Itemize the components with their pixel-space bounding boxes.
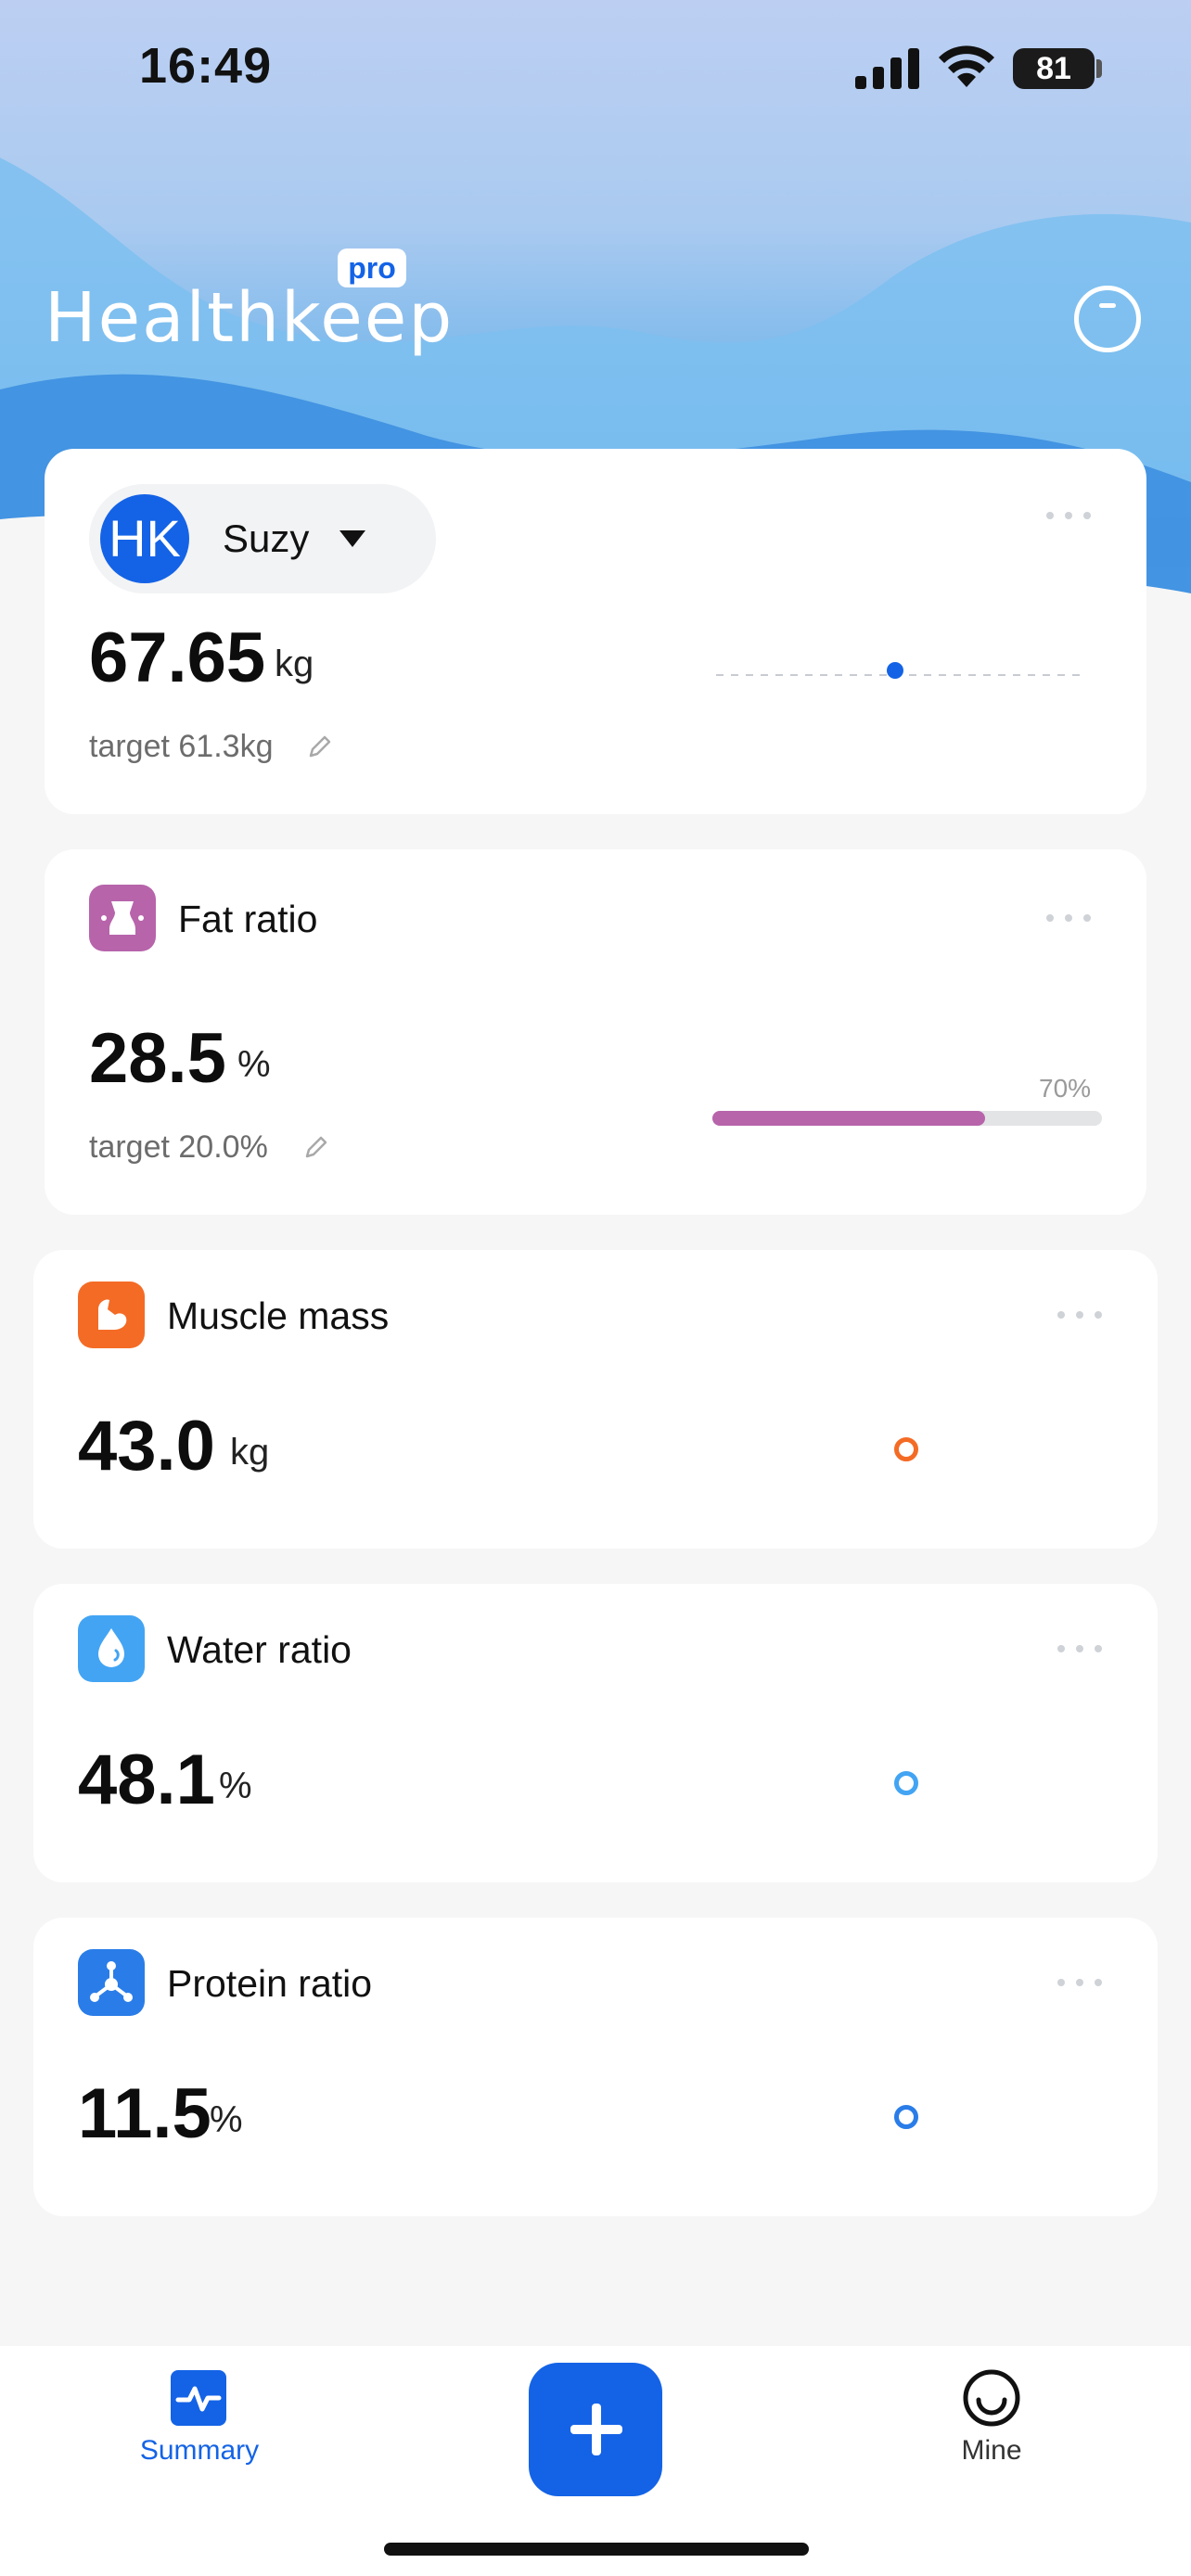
fat-ratio-card[interactable]: Fat ratio 28.5 % target 20.0% 70% xyxy=(45,849,1146,1215)
protein-ratio-title: Protein ratio xyxy=(167,1962,373,2005)
battery-icon: 81 xyxy=(1013,48,1095,89)
water-ratio-unit: % xyxy=(219,1766,252,1806)
muscle-arm-icon xyxy=(78,1282,145,1348)
profile-icon xyxy=(1099,303,1116,308)
more-options-icon[interactable] xyxy=(1057,1977,1102,1988)
water-ratio-title: Water ratio xyxy=(167,1628,352,1671)
profile-button[interactable] xyxy=(1074,286,1141,352)
muscle-mass-trend-point xyxy=(894,1437,918,1461)
fat-ratio-target: target 20.0% xyxy=(89,1129,268,1165)
pro-badge: pro xyxy=(338,249,406,287)
fat-ratio-unit: % xyxy=(237,1044,271,1085)
more-options-icon[interactable] xyxy=(1057,1643,1102,1654)
fat-ratio-value: 28.5 xyxy=(89,1019,226,1098)
water-ratio-card[interactable]: Water ratio 48.1 % xyxy=(33,1584,1158,1882)
battery-level: 81 xyxy=(1036,51,1071,86)
status-time: 16:49 xyxy=(139,38,273,94)
app-logo: Healthkeep xyxy=(45,278,455,358)
tab-mine-label: Mine xyxy=(961,2435,1022,2466)
wifi-icon xyxy=(939,45,994,87)
tab-summary[interactable]: Summary xyxy=(111,2346,288,2531)
caret-down-icon xyxy=(339,530,365,547)
fat-ratio-progress-fill xyxy=(712,1111,985,1126)
weight-card[interactable]: HK Suzy 67.65 kg target 61.3kg xyxy=(45,449,1146,814)
protein-ratio-value: 11.5 xyxy=(78,2074,211,2153)
plus-icon xyxy=(570,2404,622,2455)
add-record-button[interactable] xyxy=(529,2363,662,2496)
more-options-icon[interactable] xyxy=(1057,1309,1102,1320)
water-drop-icon xyxy=(78,1615,145,1682)
water-ratio-value: 48.1 xyxy=(78,1741,215,1819)
edit-pencil-icon[interactable] xyxy=(302,1133,330,1161)
muscle-mass-unit: kg xyxy=(230,1432,270,1473)
fat-ratio-icon xyxy=(89,885,156,951)
tab-mine[interactable]: Mine xyxy=(903,2346,1080,2531)
summary-pulse-icon xyxy=(171,2370,226,2426)
weight-trend-chart xyxy=(716,662,1087,679)
protein-ratio-trend-point xyxy=(894,2105,918,2129)
bottom-tab-bar: Summary Mine xyxy=(0,2346,1191,2576)
water-ratio-trend-point xyxy=(894,1771,918,1795)
tab-summary-label: Summary xyxy=(139,2435,260,2466)
cellular-signal-icon xyxy=(855,48,919,89)
status-bar: 16:49 81 xyxy=(0,0,1191,139)
protein-ratio-card[interactable]: Protein ratio 11.5 % xyxy=(33,1918,1158,2216)
home-indicator xyxy=(384,2543,809,2556)
more-options-icon[interactable] xyxy=(1046,510,1091,521)
edit-pencil-icon[interactable] xyxy=(306,733,334,760)
muscle-mass-card[interactable]: Muscle mass 43.0 kg xyxy=(33,1250,1158,1549)
protein-molecule-icon xyxy=(78,1949,145,2016)
weight-trend-point xyxy=(887,662,903,679)
weight-value: 67.65 xyxy=(89,618,266,697)
muscle-mass-value: 43.0 xyxy=(78,1407,215,1486)
smiley-face-icon xyxy=(963,2369,1020,2427)
user-name: Suzy xyxy=(223,516,310,560)
fat-ratio-progress-track xyxy=(712,1111,1102,1126)
battery-cap xyxy=(1096,59,1102,78)
weight-unit: kg xyxy=(275,644,314,684)
protein-ratio-unit: % xyxy=(210,2099,243,2140)
muscle-mass-title: Muscle mass xyxy=(167,1294,390,1337)
fat-ratio-progress-label: 70% xyxy=(1039,1074,1092,1103)
user-selector[interactable]: HK Suzy xyxy=(89,484,436,593)
weight-target: target 61.3kg xyxy=(89,729,274,764)
more-options-icon[interactable] xyxy=(1046,912,1091,924)
fat-ratio-title: Fat ratio xyxy=(178,898,318,940)
avatar: HK xyxy=(100,494,189,583)
